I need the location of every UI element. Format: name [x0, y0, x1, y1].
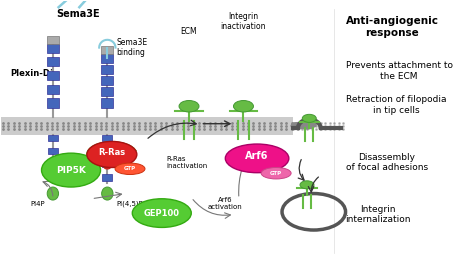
Text: R-Ras
inactivation: R-Ras inactivation [166, 156, 208, 169]
Bar [101, 76, 113, 85]
Bar [48, 161, 58, 167]
Text: Disassembly
of focal adhesions: Disassembly of focal adhesions [346, 152, 428, 172]
Text: PIP5K: PIP5K [56, 166, 86, 174]
Text: Prevents attachment to
the ECM: Prevents attachment to the ECM [346, 61, 453, 81]
Ellipse shape [47, 187, 59, 200]
Bar [47, 44, 59, 53]
Text: R-Ras: R-Ras [98, 148, 126, 157]
Bar [101, 87, 113, 96]
Bar [48, 174, 58, 181]
Bar [102, 174, 112, 181]
Ellipse shape [115, 163, 145, 174]
Ellipse shape [261, 167, 291, 179]
Text: GTP: GTP [124, 166, 136, 171]
Bar [102, 161, 112, 167]
Text: ECM: ECM [181, 28, 197, 36]
Bar [47, 57, 59, 67]
Circle shape [300, 181, 314, 189]
Text: PI4P: PI4P [30, 201, 45, 207]
Text: Arf6
activation: Arf6 activation [208, 198, 243, 210]
Text: GTP: GTP [270, 171, 282, 176]
Bar [102, 135, 112, 141]
Circle shape [179, 101, 199, 112]
Text: Integrin
internalization: Integrin internalization [346, 205, 411, 224]
Text: GEP100: GEP100 [144, 209, 180, 218]
Text: Sema3E: Sema3E [56, 9, 100, 19]
Circle shape [234, 101, 254, 112]
Bar [101, 46, 113, 54]
Ellipse shape [225, 144, 289, 173]
Bar [47, 36, 59, 44]
Circle shape [49, 165, 56, 170]
Text: Integrin
inactivation: Integrin inactivation [221, 12, 266, 31]
Bar [47, 71, 59, 80]
Ellipse shape [42, 153, 100, 187]
Bar [48, 135, 58, 141]
Text: Arf6: Arf6 [246, 151, 269, 161]
Circle shape [104, 165, 111, 170]
Bar [47, 85, 59, 94]
Text: Plexin-D1: Plexin-D1 [10, 69, 55, 78]
Text: Retraction of filopodia
in tip cells: Retraction of filopodia in tip cells [346, 95, 446, 115]
Text: PI(4,5)P₂: PI(4,5)P₂ [117, 201, 146, 207]
Bar [101, 99, 113, 107]
Bar [47, 99, 59, 107]
Bar [48, 148, 58, 155]
Ellipse shape [87, 141, 137, 167]
Circle shape [302, 114, 316, 122]
Bar [0, 117, 293, 135]
Ellipse shape [101, 187, 113, 200]
Bar [102, 148, 112, 155]
Bar [101, 65, 113, 74]
Text: Anti-angiogenic
response: Anti-angiogenic response [346, 16, 438, 37]
Ellipse shape [132, 199, 191, 227]
Text: Sema3E
binding: Sema3E binding [117, 38, 147, 57]
Bar [101, 54, 113, 63]
